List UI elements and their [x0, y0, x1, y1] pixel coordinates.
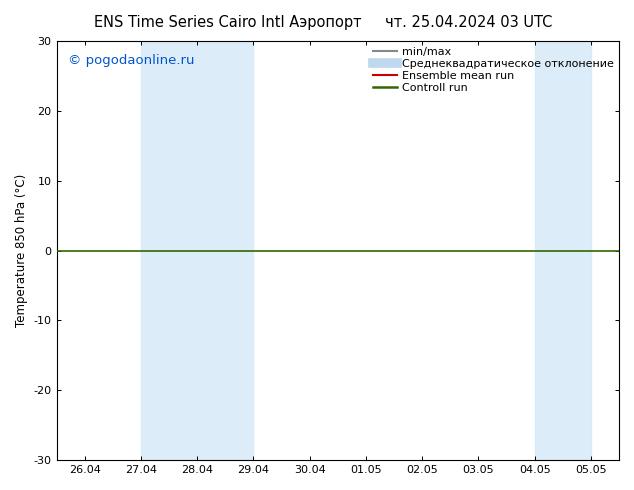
Text: ENS Time Series Cairo Intl Аэропорт: ENS Time Series Cairo Intl Аэропорт: [94, 15, 362, 30]
Bar: [141, 41, 254, 460]
Text: чт. 25.04.2024 03 UTC: чт. 25.04.2024 03 UTC: [385, 15, 553, 30]
Bar: [534, 41, 591, 460]
Text: © pogodaonline.ru: © pogodaonline.ru: [68, 53, 194, 67]
Y-axis label: Temperature 850 hPa (°C): Temperature 850 hPa (°C): [15, 174, 28, 327]
Legend: min/max, Среднеквадратическое отклонение, Ensemble mean run, Controll run: min/max, Среднеквадратическое отклонение…: [370, 45, 616, 96]
